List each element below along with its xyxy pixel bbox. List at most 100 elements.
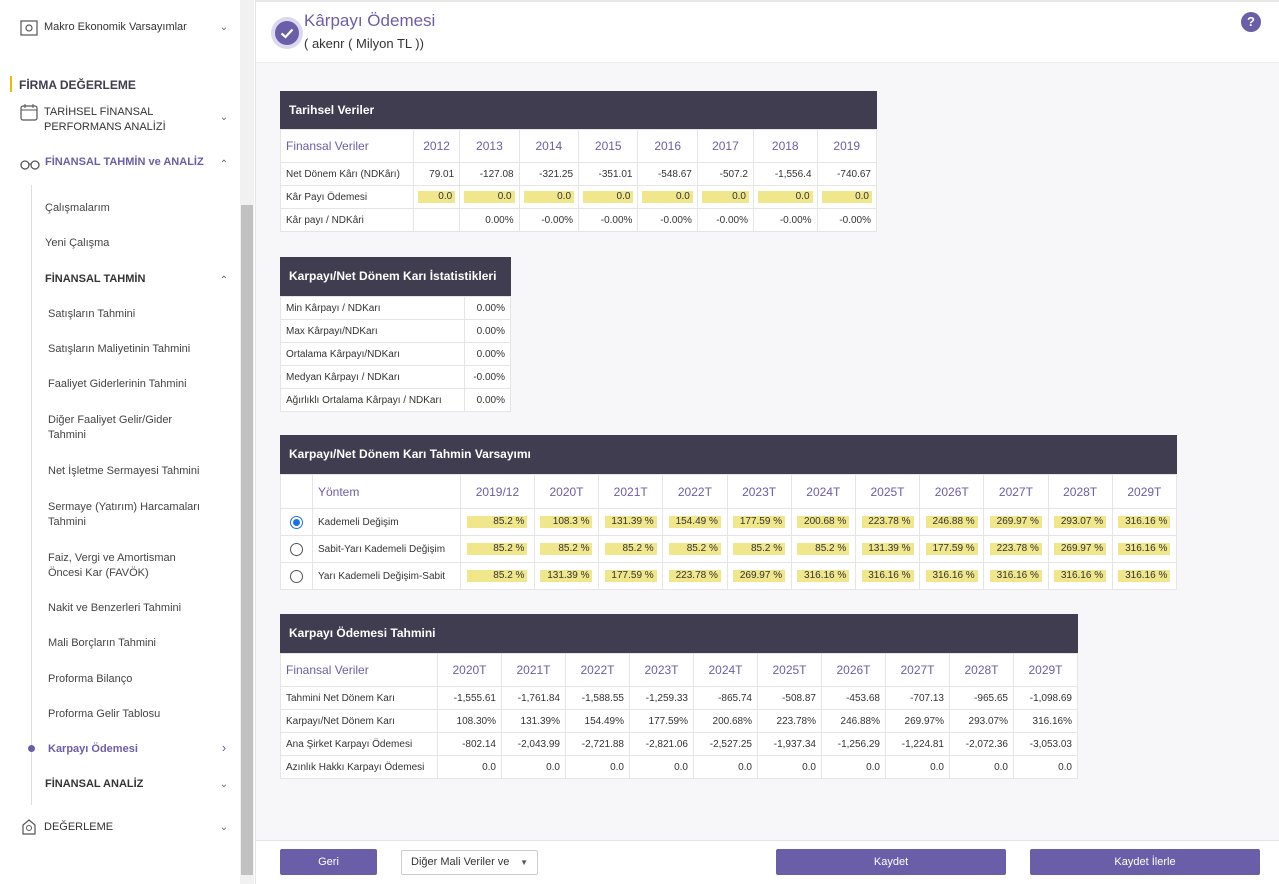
input-cell[interactable]: 223.78 % (989, 543, 1042, 555)
input-cell[interactable]: 85.2 % (467, 570, 528, 582)
save-button[interactable]: Kaydet (776, 849, 1006, 875)
input-cell[interactable]: 316.16 % (861, 570, 914, 582)
input-cell[interactable]: 85.2 % (668, 543, 721, 555)
column-header: 2023T (726, 474, 792, 509)
input-cell[interactable]: 316.16 % (989, 570, 1042, 582)
column-header: 2021T (598, 474, 664, 509)
input-cell[interactable]: 316.16 % (797, 570, 850, 582)
input-cell[interactable]: 0.0 (757, 191, 813, 203)
sidebar-scrollbar-thumb[interactable] (241, 205, 253, 875)
table-cell: -0.00% (637, 208, 698, 232)
column-header: 2012 (412, 129, 461, 163)
chevron-down-icon[interactable]: ⌄ (219, 822, 229, 833)
radio-button[interactable] (290, 542, 303, 556)
input-cell[interactable]: 316.16 % (925, 570, 978, 582)
row-label: Max Kârpayı/NDKarı (280, 319, 465, 343)
sidebar-item-degerleme[interactable]: DEĞERLEME (44, 821, 114, 833)
sidebar-item-diger-faaliyet[interactable]: Diğer Faaliyet Gelir/Gider Tahmini (48, 413, 172, 443)
input-cell[interactable]: 0.0 (418, 191, 456, 203)
input-cell[interactable]: 131.39 % (540, 570, 593, 582)
sidebar-item-mali-borclar[interactable]: Mali Borçların Tahmini (48, 637, 157, 649)
table-cell: 246.88% (821, 709, 886, 733)
sidebar-item-proforma-bilanco[interactable]: Proforma Bilanço (48, 673, 133, 685)
table-row: Karpayı/Net Dönem Karı 108.30% 131.39% 1… (280, 709, 1078, 733)
input-cell[interactable]: 108.3 % (540, 516, 593, 528)
table-cell: 0.0 (565, 755, 630, 779)
radio-button[interactable] (290, 515, 303, 529)
chevron-up-icon[interactable]: ⌃ (219, 275, 229, 286)
help-icon[interactable]: ? (1241, 12, 1261, 32)
save-next-button[interactable]: Kaydet İlerle (1030, 849, 1260, 875)
sidebar-item-nakit[interactable]: Nakit ve Benzerleri Tahmini (48, 602, 182, 614)
back-button[interactable]: Geri (280, 849, 377, 875)
sidebar-item-label: Faiz, Vergi ve Amortisman (48, 552, 176, 564)
table-cell: -0.00% (464, 365, 511, 389)
sidebar-item-sermaye[interactable]: Sermaye (Yatırım) Harcamaları Tahmini (48, 500, 200, 530)
sidebar-item-label: TARİHSEL FİNANSAL (44, 106, 154, 118)
input-cell[interactable]: 246.88 % (925, 516, 978, 528)
sidebar-item-proforma-gelir[interactable]: Proforma Gelir Tablosu (48, 708, 161, 720)
sidebar-item-karpayi[interactable]: Karpayı Ödemesi (48, 743, 138, 755)
sidebar-group-finansal-tahmin[interactable]: FİNANSAL TAHMİN (45, 273, 146, 285)
input-cell[interactable]: 316.16 % (1118, 570, 1171, 582)
column-header: 2016 (637, 129, 698, 163)
input-cell[interactable]: 0.0 (464, 191, 515, 203)
input-cell[interactable]: 0.0 (701, 191, 749, 203)
input-cell[interactable]: 154.49 % (668, 516, 721, 528)
table-cell: 0.00% (464, 296, 511, 320)
input-cell[interactable]: 0.0 (583, 191, 634, 203)
input-cell[interactable]: 85.2 % (467, 543, 528, 555)
input-cell[interactable]: 200.68 % (797, 516, 850, 528)
input-cell[interactable]: 131.39 % (861, 543, 914, 555)
input-cell[interactable]: 269.97 % (989, 516, 1042, 528)
chevron-down-icon[interactable]: ⌄ (219, 112, 229, 123)
other-data-dropdown[interactable]: Diğer Mali Veriler ve ▼ (401, 850, 538, 875)
input-cell[interactable]: 269.97 % (733, 570, 786, 582)
input-cell[interactable]: 85.2 % (604, 543, 657, 555)
input-cell[interactable]: 177.59 % (733, 516, 786, 528)
input-cell[interactable]: 316.16 % (1054, 570, 1107, 582)
input-cell[interactable]: 131.39 % (604, 516, 657, 528)
table-row: Max Kârpayı/NDKarı 0.00% (280, 319, 511, 343)
table-cell: 0.00% (464, 319, 511, 343)
input-cell[interactable]: 0.0 (821, 191, 872, 203)
table-cell: -1,256.29 (821, 732, 886, 756)
chevron-right-icon[interactable]: › (221, 740, 227, 755)
sidebar-item-satislar[interactable]: Satışların Tahmini (48, 308, 136, 320)
input-cell[interactable]: 223.78 % (861, 516, 914, 528)
input-cell[interactable]: 293.07 % (1054, 516, 1107, 528)
dropdown-label: Diğer Mali Veriler ve (411, 856, 510, 868)
input-cell[interactable]: 85.2 % (540, 543, 593, 555)
sidebar-item-tarihsel[interactable]: TARİHSEL FİNANSAL PERFORMANS ANALİZİ (44, 105, 214, 135)
sidebar-item-calismalarim[interactable]: Çalışmalarım (45, 202, 110, 214)
chevron-down-icon[interactable]: ⌄ (219, 22, 229, 33)
table-cell: 0.00% (464, 342, 511, 366)
sidebar-item-yeni-calisma[interactable]: Yeni Çalışma (45, 237, 110, 249)
sidebar-item-finansal-tahmin-analiz[interactable]: FİNANSAL TAHMİN ve ANALİZ (45, 156, 204, 168)
chevron-down-icon[interactable]: ⌄ (219, 779, 229, 790)
row-label: Azınlık Hakkı Karpayı Ödemesi (280, 755, 438, 779)
sidebar-item-macro[interactable]: Makro Ekonomik Varsayımlar (44, 21, 187, 33)
sidebar-item-net-isletme[interactable]: Net İşletme Sermayesi Tahmini (48, 465, 200, 477)
chevron-up-icon[interactable]: ⌃ (219, 159, 229, 170)
input-cell[interactable]: 316.16 % (1118, 516, 1171, 528)
input-cell[interactable]: 0.0 (523, 191, 575, 203)
sidebar-item-faaliyet-giderleri[interactable]: Faaliyet Giderlerinin Tahmini (48, 378, 187, 390)
input-cell[interactable]: 85.2 % (797, 543, 850, 555)
input-cell[interactable]: 223.78 % (668, 570, 721, 582)
input-cell[interactable]: 177.59 % (604, 570, 657, 582)
sidebar-group-finansal-analiz[interactable]: FİNANSAL ANALİZ (45, 778, 144, 790)
column-header: 2014 (518, 129, 580, 163)
input-cell[interactable]: 316.16 % (1118, 543, 1171, 555)
input-cell[interactable]: 177.59 % (925, 543, 978, 555)
table-cell: -0.00% (518, 208, 580, 232)
sidebar-item-label: Öncesi Kar (FAVÖK) (48, 567, 149, 579)
sidebar-item-favok[interactable]: Faiz, Vergi ve Amortisman Öncesi Kar (FA… (48, 551, 176, 581)
input-cell[interactable]: 269.97 % (1054, 543, 1107, 555)
table-cell: -1,098.69 (1013, 686, 1078, 710)
radio-button[interactable] (290, 569, 303, 583)
input-cell[interactable]: 85.2 % (733, 543, 786, 555)
sidebar-item-satislarin-maliyeti[interactable]: Satışların Maliyetinin Tahmini (48, 343, 191, 355)
input-cell[interactable]: 0.0 (642, 191, 693, 203)
input-cell[interactable]: 85.2 % (467, 516, 528, 528)
